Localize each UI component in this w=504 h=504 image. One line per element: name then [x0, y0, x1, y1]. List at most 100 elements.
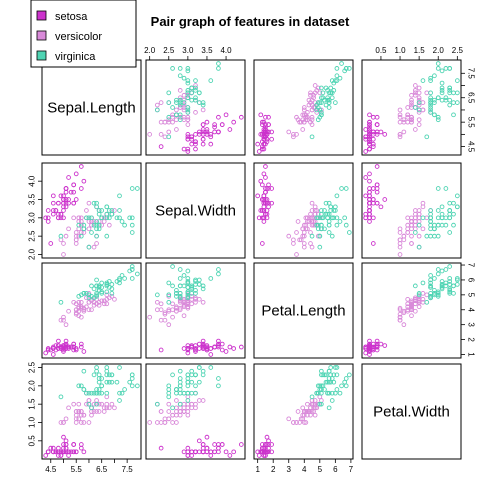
point-setosa-35-r0c2 [258, 132, 264, 137]
point-versicolor-31-r0c2 [297, 119, 302, 125]
point-virginica-31-r2c1 [216, 271, 221, 277]
point-virginica-5-r3c2 [342, 379, 348, 385]
point-virginica-16-r3c0 [99, 390, 105, 396]
point-virginica-43-r1c0 [106, 208, 112, 213]
point-versicolor-48-r2c0 [63, 322, 69, 328]
point-virginica-29-r3c1 [185, 398, 191, 403]
point-versicolor-12-r3c1 [154, 420, 160, 425]
point-versicolor-27-r2c1 [185, 292, 191, 298]
point-versicolor-49-r3c0 [78, 409, 84, 414]
point-virginica-35-r1c2 [334, 215, 340, 221]
point-virginica-35-r3c0 [129, 372, 135, 378]
point-setosa-42-r2c3 [367, 347, 372, 353]
point-setosa-32-r3c0 [66, 453, 71, 458]
point-versicolor-27-r1c3 [424, 215, 430, 221]
point-setosa-39-r2c1 [200, 344, 206, 350]
point-versicolor-31-r0c1 [162, 119, 168, 125]
point-virginica-35-r1c0 [129, 215, 135, 221]
point-setosa-13-r1c0 [43, 215, 49, 221]
point-versicolor-18-r1c0 [91, 244, 97, 250]
point-setosa-37-r3c0 [58, 453, 64, 458]
point-versicolor-9-r0c1 [174, 127, 179, 132]
point-setosa-24-r0c2 [269, 136, 274, 142]
point-virginica-21-r0c1 [177, 117, 183, 123]
point-virginica-46-r1c0 [94, 233, 99, 239]
diag-label-sepal-length: Sepal.Length [47, 100, 135, 117]
point-virginica-39-r3c1 [189, 379, 195, 385]
point-virginica-18-r3c2 [346, 372, 352, 378]
point-virginica-35-r0c1 [185, 66, 191, 71]
point-setosa-23-r1c3 [378, 204, 384, 210]
point-virginica-40-r0c1 [189, 90, 195, 96]
point-virginica-18-r2c1 [170, 264, 175, 269]
point-virginica-34-r0c2 [326, 105, 332, 110]
x-tick-label-2: 6 [333, 465, 338, 474]
point-setosa-45-r1c0 [56, 215, 61, 221]
point-virginica-39-r2c0 [109, 286, 115, 292]
point-setosa-13-r0c1 [185, 149, 191, 154]
point-virginica-49-r0c1 [185, 110, 191, 115]
point-setosa-16-r1c0 [71, 182, 77, 188]
point-virginica-12-r1c0 [106, 215, 112, 221]
point-setosa-21-r0c1 [212, 129, 217, 135]
point-virginica-15-r0c1 [193, 97, 198, 103]
point-versicolor-9-r2c3 [412, 308, 418, 314]
point-versicolor-19-r1c0 [76, 233, 82, 239]
point-virginica-43-r3c2 [331, 372, 337, 378]
point-virginica-41-r3c0 [109, 372, 115, 378]
point-virginica-48-r2c0 [91, 286, 97, 292]
point-versicolor-32-r2c1 [174, 308, 179, 314]
point-virginica-44-r3c2 [328, 365, 334, 370]
point-virginica-18-r0c1 [170, 66, 175, 71]
point-virginica-34-r1c3 [412, 230, 418, 235]
point-versicolor-40-r1c2 [308, 230, 313, 235]
point-virginica-37-r3c2 [325, 390, 330, 396]
point-virginica-36-r3c0 [94, 368, 99, 374]
point-versicolor-9-r3c0 [66, 405, 71, 411]
point-virginica-27-r2c3 [428, 293, 433, 299]
point-setosa-48-r3c1 [212, 449, 217, 455]
point-virginica-22-r2c1 [177, 267, 183, 272]
point-versicolor-49-r1c0 [78, 222, 84, 228]
point-virginica-31-r0c3 [435, 61, 441, 66]
point-setosa-15-r1c2 [263, 164, 268, 169]
point-setosa-40-r0c2 [259, 132, 265, 137]
point-versicolor-8-r0c1 [181, 92, 187, 98]
point-virginica-29-r0c1 [185, 78, 191, 83]
point-virginica-26-r2c1 [177, 295, 183, 301]
point-virginica-4-r2c0 [99, 280, 105, 286]
point-setosa-31-r2c3 [374, 344, 380, 350]
point-virginica-33-r3c2 [319, 401, 324, 407]
point-versicolor-10-r0c1 [147, 132, 153, 137]
point-versicolor-10-r2c1 [147, 314, 153, 320]
point-virginica-8-r2c3 [428, 280, 433, 286]
point-virginica-19-r2c3 [416, 292, 422, 298]
point-versicolor-4-r2c0 [99, 298, 105, 304]
point-versicolor-42-r2c3 [405, 307, 411, 313]
point-virginica-32-r1c2 [326, 222, 332, 228]
point-virginica-11-r1c2 [322, 226, 327, 232]
point-versicolor-49-r0c2 [303, 114, 309, 120]
point-setosa-16-r1c2 [259, 182, 265, 188]
x-tick-label-3: 1.5 [414, 46, 426, 55]
point-versicolor-6-r1c2 [312, 204, 318, 210]
point-setosa-35-r0c1 [193, 132, 198, 137]
point-virginica-14-r3c0 [81, 368, 87, 374]
point-virginica-33-r0c3 [416, 100, 422, 105]
point-setosa-15-r2c1 [238, 344, 244, 350]
point-setosa-43-r3c2 [264, 434, 270, 440]
point-virginica-0-r2c0 [94, 277, 99, 283]
point-versicolor-47-r3c0 [91, 409, 97, 414]
point-virginica-9-r0c2 [334, 78, 340, 83]
point-virginica-44-r2c3 [454, 282, 460, 287]
point-versicolor-11-r3c2 [305, 401, 310, 407]
point-versicolor-44-r3c0 [76, 409, 82, 414]
point-virginica-41-r1c0 [109, 211, 115, 217]
point-versicolor-25-r0c2 [308, 92, 313, 98]
point-versicolor-35-r0c3 [420, 107, 426, 113]
point-virginica-44-r3c1 [196, 365, 202, 370]
point-versicolor-43-r2c1 [158, 317, 164, 323]
point-virginica-5-r1c2 [342, 215, 348, 221]
point-versicolor-40-r1c0 [73, 230, 79, 235]
point-setosa-29-r0c2 [264, 139, 270, 145]
